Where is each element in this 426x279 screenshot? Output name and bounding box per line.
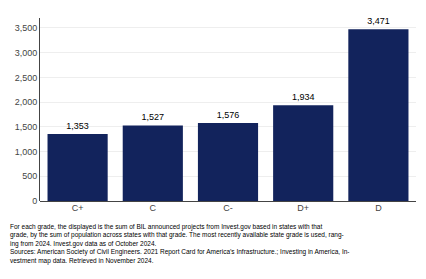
svg-text:1,000: 1,000 xyxy=(15,147,38,157)
svg-text:C+: C+ xyxy=(72,203,84,213)
svg-text:1,527: 1,527 xyxy=(142,112,165,122)
svg-text:For each grade, the displayed: For each grade, the displayed is the sum… xyxy=(10,223,349,265)
svg-text:1,934: 1,934 xyxy=(292,92,315,102)
svg-text:1,500: 1,500 xyxy=(15,122,38,132)
svg-text:1,576: 1,576 xyxy=(217,110,240,120)
svg-text:3,000: 3,000 xyxy=(15,48,38,58)
svg-text:500: 500 xyxy=(22,171,37,181)
svg-text:1,353: 1,353 xyxy=(66,121,89,131)
svg-text:D: D xyxy=(375,203,382,213)
svg-text:C-: C- xyxy=(223,203,233,213)
svg-text:2,500: 2,500 xyxy=(15,73,38,83)
svg-text:C: C xyxy=(150,203,157,213)
svg-text:2,000: 2,000 xyxy=(15,97,38,107)
svg-text:3,500: 3,500 xyxy=(15,23,38,33)
svg-text:3,471: 3,471 xyxy=(367,16,390,26)
svg-text:0: 0 xyxy=(32,196,37,206)
svg-text:D+: D+ xyxy=(297,203,309,213)
